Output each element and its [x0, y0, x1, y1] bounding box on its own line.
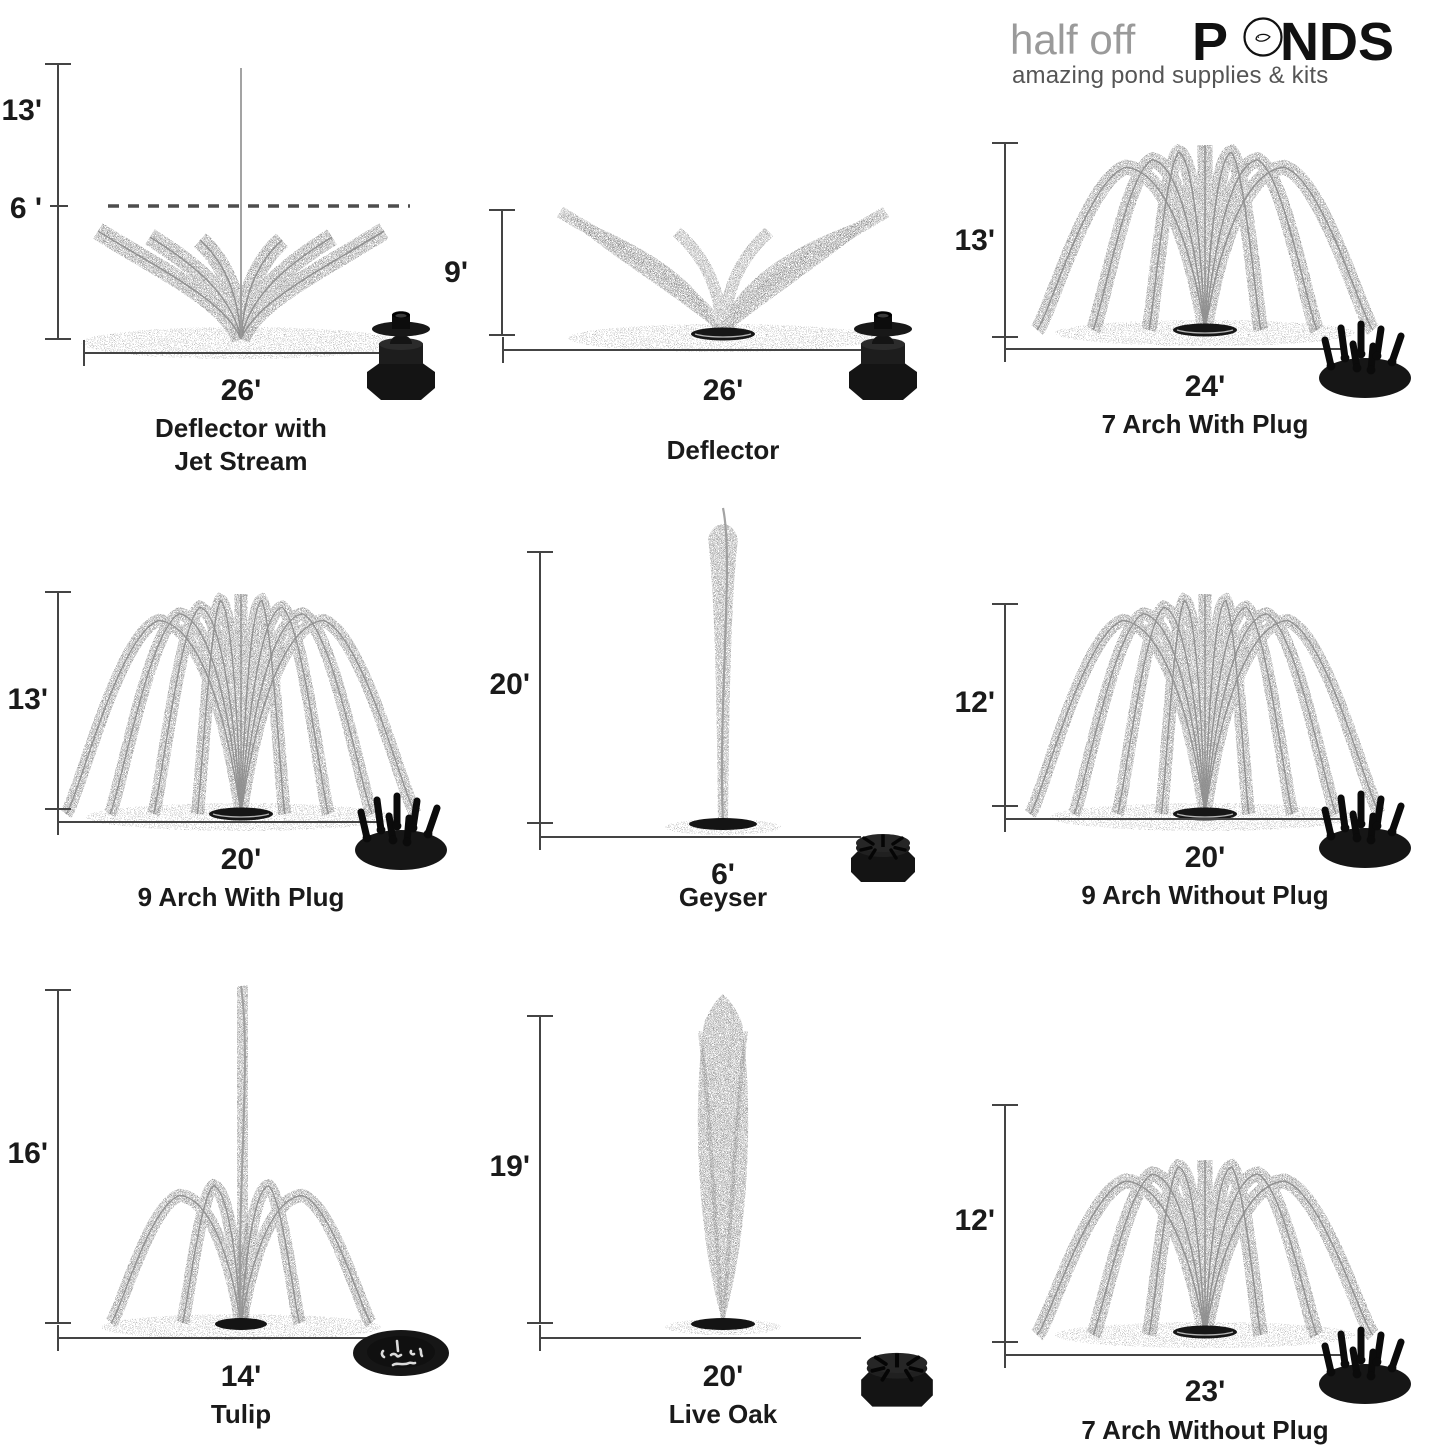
svg-text:13': 13' — [1, 94, 42, 127]
svg-text:12': 12' — [954, 1204, 995, 1237]
svg-text:23': 23' — [1185, 1375, 1226, 1408]
svg-text:6 ': 6 ' — [10, 192, 42, 225]
svg-text:20': 20' — [1185, 841, 1226, 874]
svg-text:9': 9' — [444, 256, 468, 289]
svg-text:16': 16' — [7, 1137, 48, 1170]
svg-text:20': 20' — [703, 1360, 744, 1393]
svg-text:13': 13' — [954, 224, 995, 257]
svg-text:24': 24' — [1185, 370, 1226, 403]
svg-text:26': 26' — [221, 374, 262, 407]
svg-text:13': 13' — [7, 683, 48, 716]
svg-text:20': 20' — [489, 668, 530, 701]
svg-text:20': 20' — [221, 843, 262, 876]
svg-text:12': 12' — [954, 686, 995, 719]
svg-text:14': 14' — [221, 1360, 262, 1393]
svg-text:19': 19' — [489, 1150, 530, 1183]
svg-text:26': 26' — [703, 374, 744, 407]
